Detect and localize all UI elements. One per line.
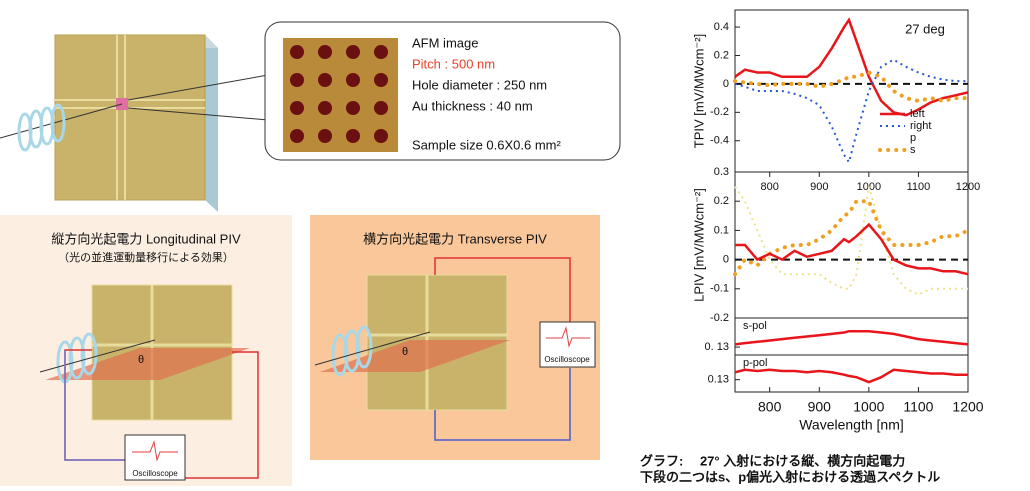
x-tick-label: 800 bbox=[761, 181, 779, 193]
oscilloscope-label: Oscilloscope bbox=[132, 469, 178, 478]
x-tick-label: 800 bbox=[758, 399, 782, 415]
y-tick-label: 0.4 bbox=[714, 21, 729, 33]
panel-label: s-pol bbox=[743, 320, 767, 332]
y-tick-label: 0.2 bbox=[714, 49, 729, 61]
y-tick-label: 0.1 bbox=[714, 224, 729, 236]
afm-title: AFM image bbox=[412, 35, 478, 50]
y-axis-title: LPIV [mV/MWcm⁻²] bbox=[691, 188, 706, 302]
x-tick-label: 1000 bbox=[853, 399, 884, 415]
plot-frame bbox=[735, 318, 968, 355]
sample-size: Sample size 0.6X0.6 mm² bbox=[412, 137, 562, 152]
y-tick-label: 0 bbox=[723, 254, 729, 266]
longitudinal-panel: 縦方向光起電力 Longitudinal PIV （光の並進運動量移行による効果… bbox=[0, 215, 292, 486]
x-axis-title: Wavelength [nm] bbox=[799, 417, 904, 433]
annotation: 27 deg bbox=[905, 21, 945, 36]
panel-title: 縦方向光起電力 Longitudinal PIV bbox=[51, 231, 241, 246]
y-tick-label: -0.4 bbox=[710, 135, 729, 147]
x-tick-label: 1100 bbox=[903, 399, 933, 415]
y-tick-label: -0.2 bbox=[710, 106, 729, 118]
series-line bbox=[735, 370, 968, 382]
legend-label: right bbox=[910, 120, 931, 132]
panel-label: p-pol bbox=[743, 357, 767, 369]
y-tick-label: -0.2 bbox=[710, 312, 729, 324]
y-tick-label: 0. 13 bbox=[705, 341, 729, 353]
plot-frame bbox=[735, 172, 968, 318]
x-tick-label: 1200 bbox=[952, 399, 983, 415]
y-tick-label: 0.3 bbox=[714, 166, 729, 178]
legend-label: left bbox=[910, 108, 925, 120]
legend-label: p bbox=[910, 132, 916, 144]
caption: 下段の二つはs、p偏光入射における透過スペクトル bbox=[640, 469, 940, 484]
x-tick-label: 1100 bbox=[907, 181, 931, 193]
panel-title: 横方向光起電力 Transverse PIV bbox=[363, 231, 547, 246]
hole-diameter: Hole diameter : 250 nm bbox=[412, 77, 547, 92]
callout: AFM image Pitch : 500 nm Hole diameter :… bbox=[265, 22, 620, 160]
caption: グラフ: 27° 入射における縦、横方向起電力 bbox=[640, 453, 905, 468]
series-line bbox=[735, 60, 968, 162]
au-thickness: Au thickness : 40 nm bbox=[412, 98, 533, 113]
y-axis-title: TPIV [mV/MWcm⁻²] bbox=[691, 34, 706, 148]
x-tick-label: 1200 bbox=[956, 181, 980, 193]
angle-label: θ bbox=[138, 354, 144, 366]
series-line bbox=[735, 201, 968, 274]
x-tick-label: 900 bbox=[810, 181, 828, 193]
y-tick-label: 0.13 bbox=[708, 374, 729, 386]
oscilloscope-label: Oscilloscope bbox=[544, 355, 590, 364]
transverse-panel: 横方向光起電力 Transverse PIV θ Oscilloscope bbox=[310, 215, 600, 460]
angle-label: θ bbox=[402, 346, 408, 358]
series-line bbox=[735, 225, 968, 275]
y-tick-label: 0.2 bbox=[714, 195, 729, 207]
sample-diagram bbox=[0, 35, 268, 212]
pitch: Pitch : 500 nm bbox=[412, 56, 495, 71]
x-tick-label: 900 bbox=[808, 399, 832, 415]
y-tick-label: -0.1 bbox=[710, 283, 729, 295]
series-line bbox=[735, 73, 968, 101]
legend-label: s bbox=[910, 144, 916, 156]
panel-subtitle: （光の並進運動量移行による効果） bbox=[58, 250, 234, 264]
series-line bbox=[735, 331, 968, 344]
y-tick-label: 0 bbox=[723, 78, 729, 90]
slide: AFM image Pitch : 500 nm Hole diameter :… bbox=[0, 0, 1030, 486]
